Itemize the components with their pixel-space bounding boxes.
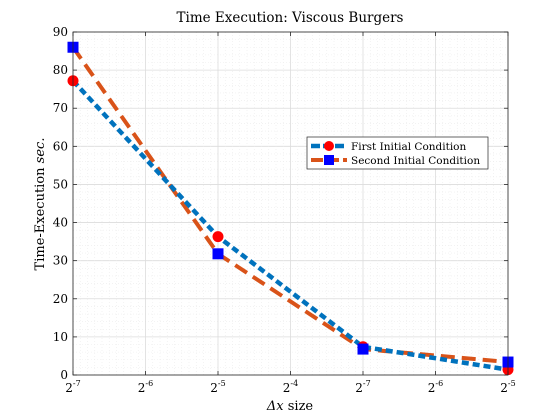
y-tick-label: 60 — [53, 139, 68, 153]
legend-label-2: Second Initial Condition — [351, 155, 480, 167]
x-tick-label: 2-5 — [210, 379, 225, 395]
data-point-series-2 — [212, 248, 224, 260]
x-axis-label-text: size — [284, 399, 314, 414]
chart-title: Time Execution: Viscous Burgers — [177, 10, 404, 26]
y-tick-label: 20 — [53, 292, 68, 306]
y-tick-label: 50 — [53, 177, 68, 191]
y-tick-label: 30 — [53, 254, 68, 268]
legend-marker-2 — [324, 155, 334, 165]
x-tick-label: 2-4 — [283, 379, 298, 395]
x-axis-label-symbol: Δx — [266, 399, 284, 414]
x-tick-label: 2-7 — [65, 379, 80, 395]
y-tick-label: 80 — [53, 63, 68, 77]
series-lines — [71, 46, 509, 372]
y-tick-label: 0 — [60, 368, 68, 382]
y-tick-label: 90 — [53, 25, 68, 39]
y-tick-label: 40 — [53, 216, 68, 230]
x-axis-label: Δx size — [266, 399, 314, 414]
series-line-1 — [71, 79, 509, 372]
y-axis-label: Time-Execution sec. — [33, 138, 48, 271]
x-tick-label: 2-7 — [355, 379, 370, 395]
y-axis-label-unit: sec. — [33, 138, 48, 164]
x-tick-label: 2-5 — [500, 379, 515, 395]
tick-labels: 0 10 20 30 40 50 60 70 80 90 2-7 2-6 2-5 2-4 2-7 2-6 2-5 — [53, 25, 516, 395]
series-line-2 — [71, 46, 509, 365]
y-axis-label-text: Time-Execution — [33, 163, 48, 270]
y-tick-label: 70 — [53, 101, 68, 115]
legend: First Initial Condition Second Initial Co… — [306, 136, 489, 170]
legend-label-1: First Initial Condition — [351, 141, 467, 153]
x-tick-label: 2-6 — [138, 379, 153, 395]
y-tick-label: 10 — [53, 330, 68, 344]
legend-marker-1 — [324, 141, 334, 151]
legend-box — [306, 136, 489, 170]
x-tick-label: 2-6 — [428, 379, 443, 395]
data-point-series-1 — [212, 231, 224, 243]
grid — [72, 31, 509, 376]
data-point-series-2 — [357, 343, 369, 355]
ticks — [72, 31, 509, 376]
